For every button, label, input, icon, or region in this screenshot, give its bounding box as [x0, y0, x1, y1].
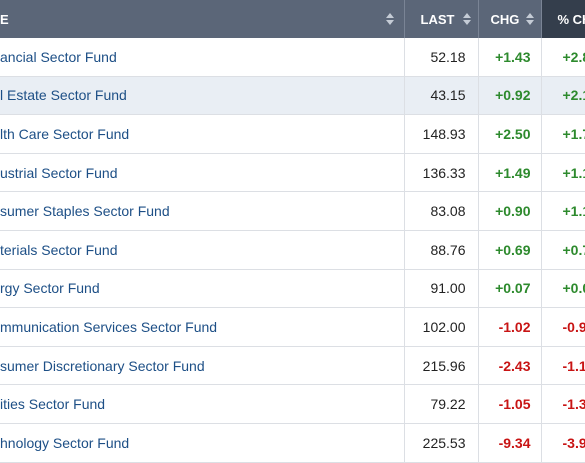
last-price: 83.08 [404, 191, 479, 231]
sort-icon [525, 13, 534, 25]
change: +0.07 [478, 269, 542, 309]
last-price: 79.22 [404, 384, 479, 424]
last-price: 88.76 [404, 230, 479, 270]
fund-name[interactable]: terials Sector Fund [0, 230, 405, 270]
change: +1.49 [478, 153, 542, 193]
percent-change: +1.1 [541, 153, 585, 193]
percent-change: +0.0 [541, 269, 585, 309]
fund-name[interactable]: lth Care Sector Fund [0, 114, 405, 154]
last-price: 215.96 [404, 346, 479, 386]
last-price: 43.15 [404, 76, 479, 116]
fund-name[interactable]: mmunication Services Sector Fund [0, 307, 405, 347]
sort-icon [462, 13, 471, 25]
header-label: % CH [557, 12, 585, 27]
last-price: 225.53 [404, 423, 479, 463]
last-price: 102.00 [404, 307, 479, 347]
last-price: 136.33 [404, 153, 479, 193]
change: +2.50 [478, 114, 542, 154]
change: -2.43 [478, 346, 542, 386]
percent-change: -3.9 [541, 423, 585, 463]
name-header[interactable]: E [0, 0, 405, 38]
percent-change: -1.3 [541, 384, 585, 424]
fund-row[interactable]: ities Sector Fund 79.22 -1.05 -1.3 [0, 384, 585, 424]
last-price: 52.18 [404, 38, 479, 77]
header-label: LAST [420, 12, 455, 27]
chg-header[interactable]: CHG [478, 0, 542, 38]
fund-name[interactable]: sumer Discretionary Sector Fund [0, 346, 405, 386]
fund-name[interactable]: l Estate Sector Fund [0, 76, 405, 116]
fund-name[interactable]: rgy Sector Fund [0, 269, 405, 309]
percent-change: +1.7 [541, 114, 585, 154]
header-label: CHG [490, 12, 520, 27]
change: -1.05 [478, 384, 542, 424]
last-price: 148.93 [404, 114, 479, 154]
percent-change: -0.9 [541, 307, 585, 347]
fund-name[interactable]: hnology Sector Fund [0, 423, 405, 463]
change: -1.02 [478, 307, 542, 347]
fund-name[interactable]: ities Sector Fund [0, 384, 405, 424]
percent-change: +0.7 [541, 230, 585, 270]
change: +0.90 [478, 191, 542, 231]
change: -9.34 [478, 423, 542, 463]
header-row: E LAST CHG % CH [0, 0, 585, 38]
change: +0.69 [478, 230, 542, 270]
fund-row[interactable]: sumer Discretionary Sector Fund 215.96 -2.… [0, 346, 585, 386]
change: +0.92 [478, 76, 542, 116]
fund-name[interactable]: sumer Staples Sector Fund [0, 191, 405, 231]
percent-change: -1.1 [541, 346, 585, 386]
pct-header[interactable]: % CH [541, 0, 585, 38]
fund-name[interactable]: ustrial Sector Fund [0, 153, 405, 193]
fund-row[interactable]: mmunication Services Sector Fund 102.00 -1… [0, 307, 585, 347]
last-price: 91.00 [404, 269, 479, 309]
sort-icon [386, 13, 394, 25]
percent-change: +1.1 [541, 191, 585, 231]
percent-change: +2.8 [541, 38, 585, 77]
fund-name[interactable]: ancial Sector Fund [0, 38, 405, 77]
change: +1.43 [478, 38, 542, 77]
percent-change: +2.1 [541, 76, 585, 116]
header-label: E [0, 12, 9, 27]
last-header[interactable]: LAST [404, 0, 479, 38]
fund-row[interactable]: hnology Sector Fund 225.53 -9.34 -3.9 [0, 423, 585, 463]
